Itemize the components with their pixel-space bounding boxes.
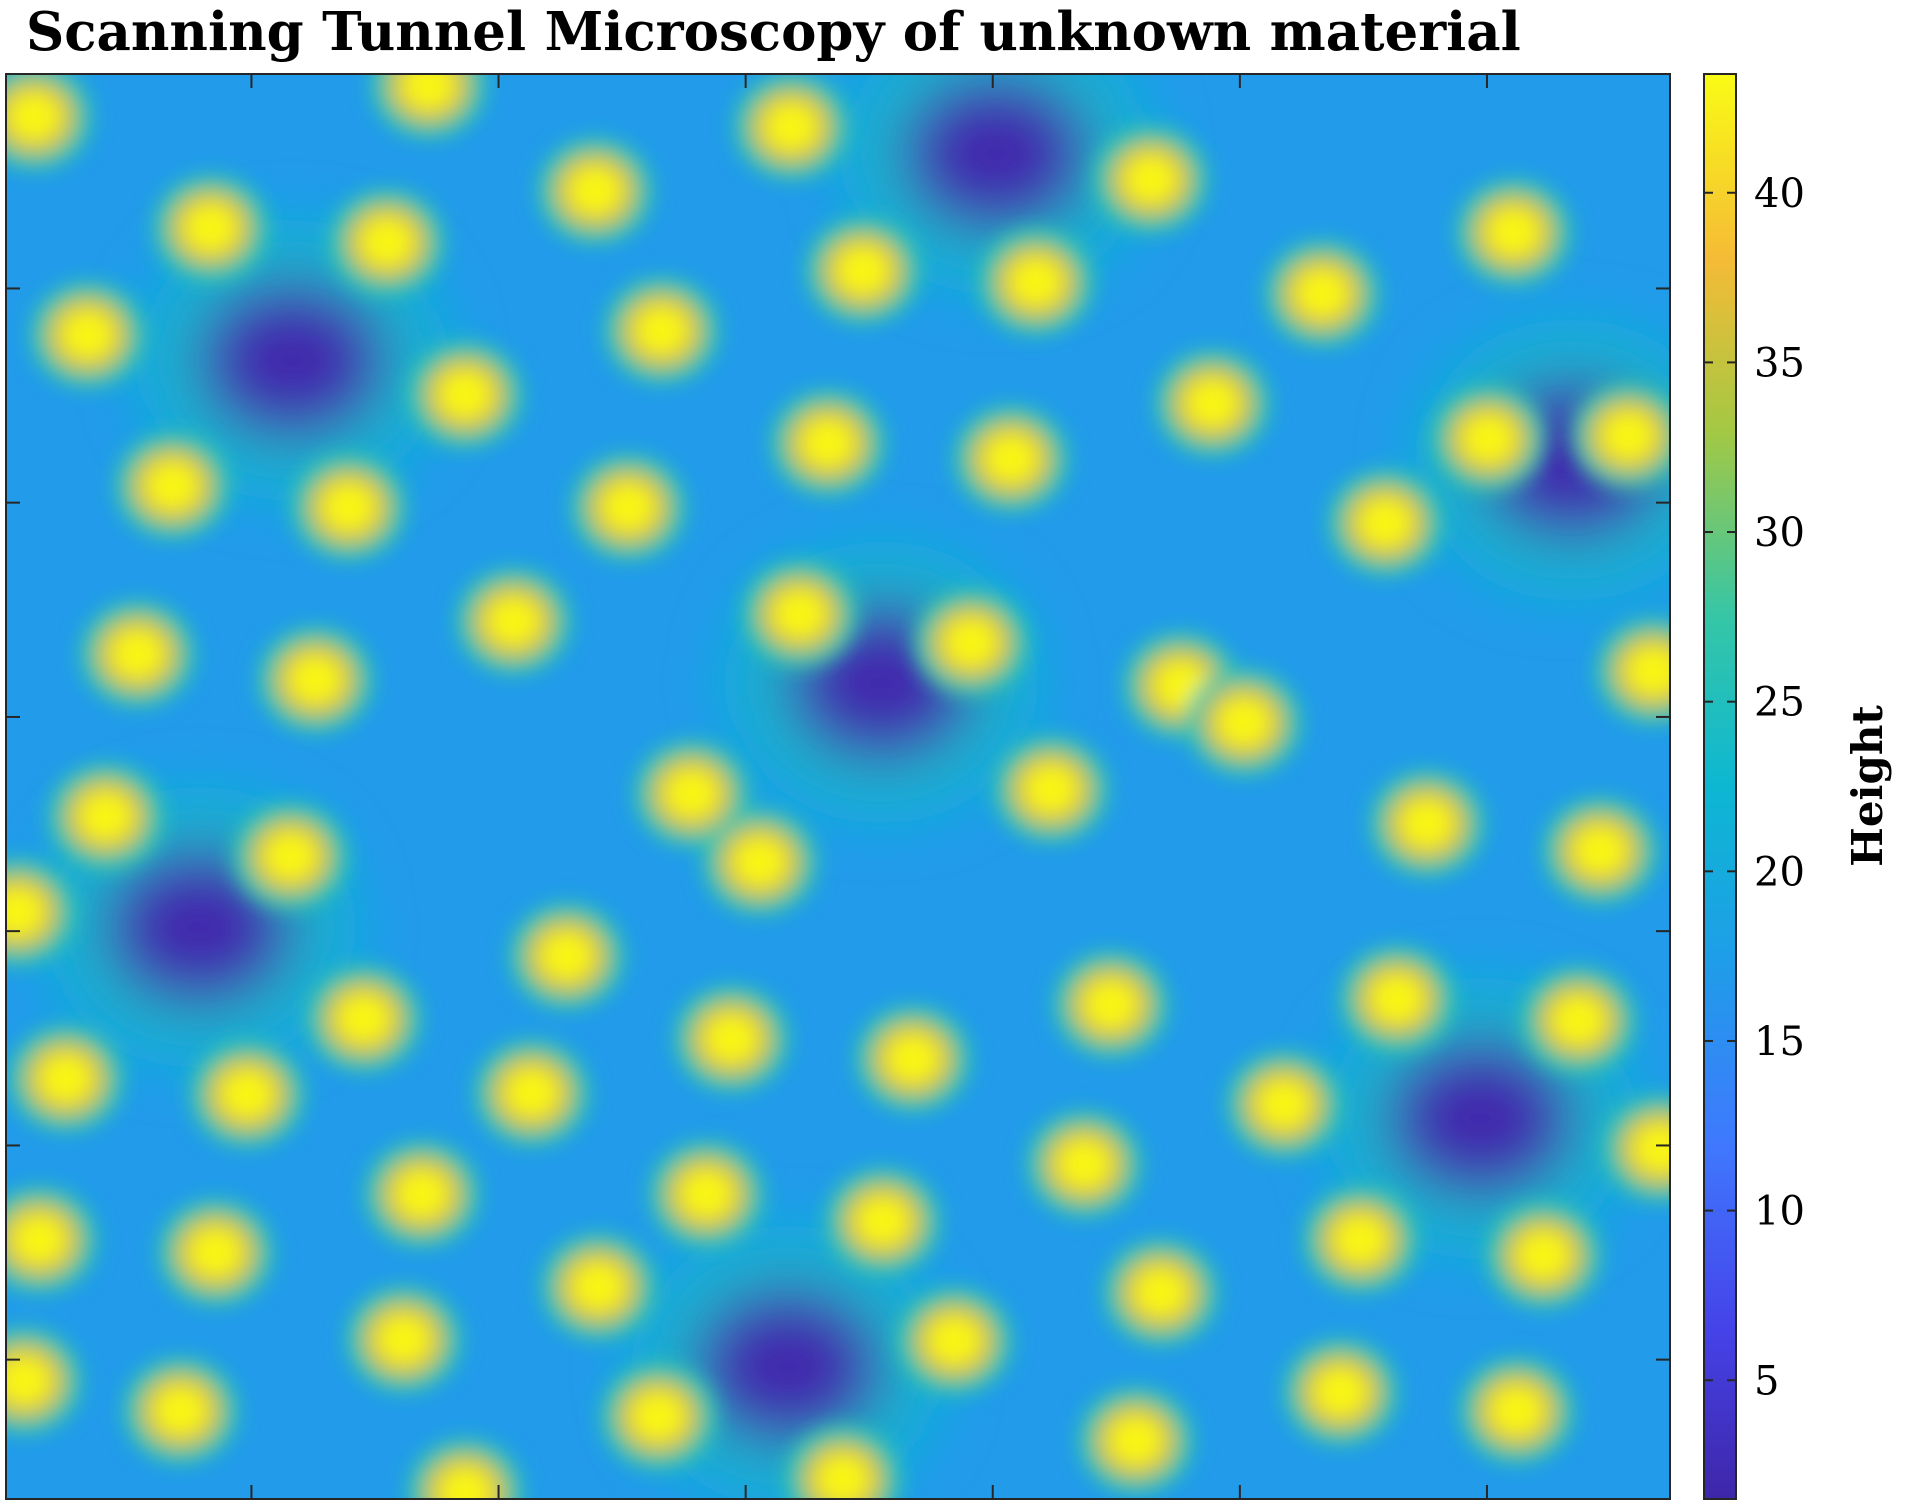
- pit-6: [693, 1286, 884, 1447]
- colorbar-tick-label-2: 15: [1754, 1019, 1805, 1065]
- colorbar-tick-label-7: 40: [1754, 171, 1805, 217]
- peak-15-core: [1602, 411, 1655, 460]
- peak-29-core: [1627, 647, 1670, 696]
- peak-24-core: [289, 655, 342, 704]
- peak-0-core: [8, 92, 61, 141]
- colorbar-frame: [1703, 73, 1737, 1500]
- peak-13-core: [439, 370, 492, 419]
- peak-23-core: [111, 629, 164, 678]
- colorbar-tick-label-3: 20: [1754, 849, 1805, 895]
- axis-ticks: [6, 74, 1670, 1499]
- colorbar-ticks: 5 10 15 20 25 30 35 40: [1704, 171, 1805, 1404]
- colorbar-tick-label-6: 35: [1754, 340, 1805, 386]
- plot-frame: [5, 73, 1671, 1500]
- peak-6-core: [361, 218, 413, 267]
- peak-55-core: [680, 1170, 733, 1219]
- colorbar-tick-label-5: 30: [1754, 510, 1805, 556]
- peak-26-core: [773, 590, 826, 639]
- peak-17-core: [985, 434, 1037, 483]
- peak-12-core: [635, 306, 688, 355]
- peak-59-core: [572, 1262, 625, 1311]
- peak-58-core: [1517, 1231, 1570, 1280]
- peak-1-core: [402, 74, 455, 110]
- peak-layer: [6, 74, 1670, 1499]
- peak-38-core: [6, 887, 44, 936]
- peak-69-core: [439, 1467, 492, 1499]
- peak-40-core: [337, 994, 390, 1043]
- peak-30-core: [665, 769, 718, 818]
- peak-35-core: [733, 838, 786, 887]
- peak-64-core: [6, 1356, 51, 1405]
- peak-70-core: [817, 1455, 869, 1499]
- peak-60-core: [1134, 1268, 1187, 1317]
- peak-4-core: [1124, 155, 1177, 204]
- peak-8-core: [837, 246, 889, 295]
- colorbar-label: Height: [1843, 705, 1892, 867]
- peak-54-core: [189, 1228, 242, 1277]
- peak-5-core: [184, 203, 237, 252]
- peak-52-core: [396, 1170, 448, 1219]
- peak-41-core: [705, 1014, 758, 1063]
- peak-48-core: [1552, 996, 1605, 1045]
- peak-53-core: [13, 1215, 66, 1264]
- peak-50-core: [1058, 1140, 1111, 1189]
- peak-19-core: [146, 461, 199, 510]
- pit-1: [197, 280, 388, 441]
- peak-65-core: [632, 1392, 685, 1441]
- colorbar-tick-label-1: 10: [1754, 1189, 1805, 1235]
- peak-42-core: [1084, 980, 1137, 1029]
- peak-32-core: [1218, 698, 1270, 747]
- peak-36-core: [1401, 799, 1453, 848]
- peak-37-core: [1574, 826, 1627, 875]
- peak-46-core: [886, 1034, 939, 1083]
- colorbar-gradient: [1704, 74, 1736, 1499]
- peak-61-core: [377, 1315, 430, 1364]
- peak-56-core: [857, 1197, 909, 1246]
- peak-66-core: [1314, 1368, 1367, 1417]
- peak-14-core: [1186, 379, 1239, 428]
- peak-39-core: [540, 932, 593, 981]
- peak-21-core: [602, 483, 655, 532]
- peak-57-core: [1334, 1215, 1387, 1264]
- peak-16-core: [802, 419, 854, 468]
- peak-2-core: [765, 102, 818, 151]
- peak-43-core: [39, 1054, 92, 1103]
- pit-0: [901, 74, 1092, 234]
- peak-45-core: [505, 1068, 558, 1117]
- pit-5: [1385, 1038, 1576, 1199]
- peak-62-core: [928, 1316, 981, 1365]
- peak-25-core: [487, 597, 540, 646]
- peak-11-core: [61, 310, 114, 359]
- peak-34-core: [264, 832, 317, 881]
- peak-33-core: [79, 792, 132, 841]
- chart-title: Scanning Tunnel Microscopy of unknown ma…: [26, 1, 1521, 63]
- heatmap-area: [6, 74, 1670, 1499]
- colorbar: 5 10 15 20 25 30 35 40 Height: [1703, 73, 1892, 1500]
- peak-3-core: [569, 166, 621, 215]
- peak-68-core: [1109, 1416, 1162, 1465]
- peak-7-core: [1487, 208, 1540, 257]
- colorbar-tick-label-0: 5: [1754, 1358, 1779, 1404]
- peak-10-core: [1296, 269, 1349, 318]
- peak-51-core: [1634, 1124, 1670, 1173]
- peak-22-core: [1359, 498, 1412, 547]
- peak-49-core: [1258, 1080, 1310, 1129]
- peak-31-core: [1025, 765, 1077, 814]
- peak-18-core: [1462, 414, 1515, 463]
- peak-27-core: [945, 618, 998, 667]
- peak-63-core: [154, 1386, 207, 1435]
- peak-47-core: [1371, 974, 1424, 1023]
- peak-67-core: [1490, 1386, 1543, 1435]
- colorbar-tick-label-4: 25: [1754, 680, 1805, 726]
- peak-44-core: [221, 1070, 274, 1119]
- peak-9-core: [1010, 258, 1062, 307]
- peak-20-core: [322, 483, 375, 532]
